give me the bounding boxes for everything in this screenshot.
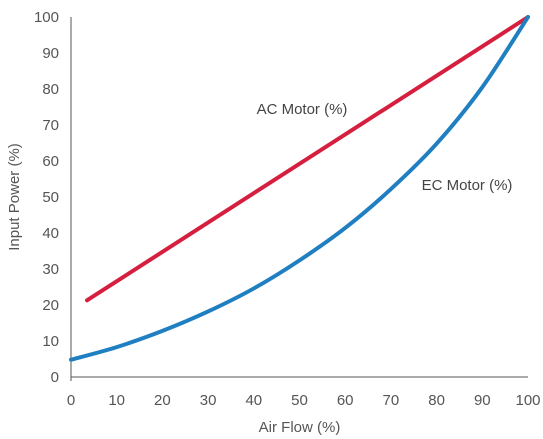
ac-motor-label: AC Motor (%) (257, 101, 348, 118)
x-tick-label: 30 (200, 392, 217, 409)
y-tick-label: 50 (42, 189, 59, 206)
y-tick-label: 30 (42, 261, 59, 278)
x-tick-label: 40 (245, 392, 262, 409)
x-tick-label: 10 (108, 392, 125, 409)
x-tick-labels: 0 10 20 30 40 50 60 70 80 90 100 (67, 392, 541, 409)
y-tick-label: 40 (42, 225, 59, 242)
y-tick-label: 20 (42, 297, 59, 314)
y-tick-label: 60 (42, 153, 59, 170)
ac-motor-line (85, 15, 530, 303)
y-tick-labels: 0 10 20 30 40 50 60 70 80 90 100 (34, 9, 59, 386)
y-tick-label: 100 (34, 9, 59, 26)
series-labels: AC Motor (%) EC Motor (%) (257, 101, 513, 194)
x-tick-label: 90 (474, 392, 491, 409)
y-tick-label: 90 (42, 45, 59, 62)
y-tick-label: 70 (42, 117, 59, 134)
y-tick-label: 80 (42, 81, 59, 98)
x-tick-label: 70 (383, 392, 400, 409)
x-tick-label: 0 (67, 392, 75, 409)
ec-motor-label: EC Motor (%) (422, 177, 513, 194)
x-tick-label: 50 (291, 392, 308, 409)
x-tick-label: 60 (337, 392, 354, 409)
x-tick-label: 100 (515, 392, 540, 409)
chart-axes (70, 17, 528, 381)
series-lines (69, 15, 530, 362)
y-axis-title: Input Power (%) (6, 143, 23, 251)
x-tick-label: 80 (428, 392, 445, 409)
y-tick-label: 0 (51, 369, 59, 386)
x-tick-label: 20 (154, 392, 171, 409)
ec-motor-line (69, 15, 530, 362)
y-tick-label: 10 (42, 333, 59, 350)
x-axis-title: Air Flow (%) (259, 419, 341, 436)
